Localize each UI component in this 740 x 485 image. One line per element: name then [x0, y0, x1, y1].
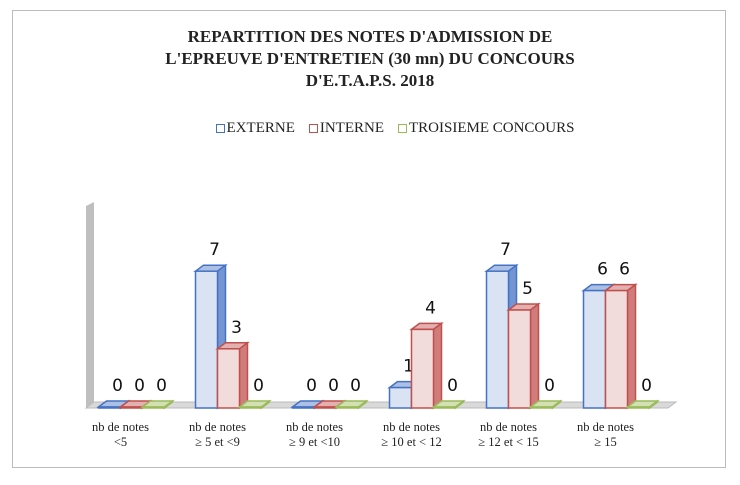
x-tick-label: nb de notes ≥ 5 et <9: [189, 420, 246, 449]
bar-front: [335, 406, 360, 409]
bar-front: [485, 270, 510, 409]
bar: [528, 399, 563, 410]
bar-front: [216, 348, 241, 409]
bar: [625, 399, 660, 410]
bar-side: [626, 283, 637, 410]
legend: EXTERNE INTERNE TROISIEME CONCOURS: [0, 120, 740, 137]
data-label: 6: [597, 260, 608, 280]
bar: [215, 341, 250, 410]
bar-front: [291, 406, 316, 409]
bar: [334, 399, 369, 410]
legend-item: EXTERNE: [215, 120, 295, 137]
data-label: 7: [500, 240, 511, 260]
bar-side: [432, 321, 443, 410]
back-wall: [86, 202, 94, 408]
bar-front: [388, 386, 413, 409]
data-label: 4: [425, 298, 436, 318]
x-tick-label-box: nb de notes <5: [92, 420, 149, 449]
legend-label: INTERNE: [319, 120, 385, 136]
data-label: 6: [619, 260, 630, 280]
bar-front: [432, 406, 457, 409]
legend-swatch: [398, 124, 408, 133]
chart-title: REPARTITION DES NOTES D'ADMISSION DE L'E…: [165, 27, 575, 90]
legend-swatch: [308, 124, 318, 133]
x-tick-label-box: nb de notes ≥ 15: [577, 420, 634, 449]
bar-side: [529, 302, 540, 410]
bar-front: [238, 406, 263, 409]
data-label: 0: [306, 376, 317, 396]
data-label: 0: [112, 376, 123, 396]
data-label: 0: [253, 376, 264, 396]
data-label: 0: [447, 376, 458, 396]
data-label: 0: [350, 376, 361, 396]
data-label: 0: [134, 376, 145, 396]
x-tick-label-box: nb de notes ≥ 10 et < 12: [381, 420, 442, 449]
bar-front: [97, 406, 122, 409]
bar-front: [119, 406, 144, 409]
x-tick-label: nb de notes <5: [92, 420, 149, 449]
x-tick-label: nb de notes ≥ 12 et < 15: [478, 420, 539, 449]
x-tick-label: nb de notes ≥ 10 et < 12: [381, 420, 442, 449]
data-label: 0: [328, 376, 339, 396]
legend-item: INTERNE: [308, 120, 385, 137]
bar-front: [529, 406, 554, 409]
data-label: 1: [403, 357, 414, 377]
legend-label: EXTERNE: [226, 120, 295, 136]
data-label: 0: [156, 376, 167, 396]
bar-front: [141, 406, 166, 409]
chart-frame: [12, 10, 726, 468]
bar-front: [194, 270, 219, 409]
x-tick-label-box: nb de notes ≥ 5 et <9: [189, 420, 246, 449]
bar-front: [313, 406, 338, 409]
bar-front: [626, 406, 651, 409]
bar-front: [507, 309, 532, 409]
bar-side: [238, 341, 249, 410]
data-label: 0: [544, 376, 555, 396]
x-tick-label-box: nb de notes ≥ 9 et <10: [286, 420, 343, 449]
bar: [140, 399, 175, 410]
legend-item: TROISIEME CONCOURS: [398, 120, 574, 137]
x-tick-label-box: nb de notes ≥ 12 et < 15: [478, 420, 539, 449]
bar-front: [582, 289, 607, 409]
data-label: 0: [641, 376, 652, 396]
data-label: 3: [231, 318, 242, 338]
data-label: 7: [209, 240, 220, 260]
bar: [409, 321, 444, 410]
bar: [603, 283, 638, 410]
bar: [506, 302, 541, 410]
bar-front: [604, 289, 629, 409]
bar: [431, 399, 466, 410]
bar-front: [410, 328, 435, 409]
x-tick-label: nb de notes ≥ 15: [577, 420, 634, 449]
legend-label: TROISIEME CONCOURS: [409, 120, 575, 136]
data-label: 5: [522, 279, 533, 299]
legend-swatch: [215, 124, 225, 133]
x-tick-label: nb de notes ≥ 9 et <10: [286, 420, 343, 449]
bar: [237, 399, 272, 410]
